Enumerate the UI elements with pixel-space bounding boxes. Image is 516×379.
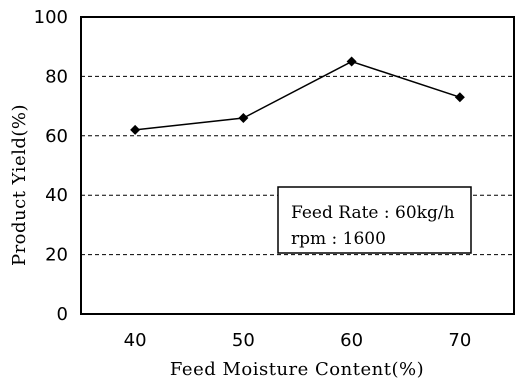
- y-tick-label: 0: [57, 304, 68, 325]
- x-tick-labels: 40 50 60 70: [124, 330, 472, 351]
- y-tick-labels: 0 20 40 60 80 100: [34, 7, 68, 325]
- y-tick-label: 20: [45, 245, 68, 266]
- x-tick-label: 70: [448, 330, 471, 351]
- x-tick-label: 50: [232, 330, 255, 351]
- annotation-frame: [277, 186, 472, 254]
- series-markers: [130, 56, 465, 135]
- plot-frame: [80, 16, 515, 315]
- annotation-line-2: rpm : 1600: [291, 229, 386, 249]
- data-point-marker: [238, 112, 249, 123]
- annotation-box: Feed Rate : 60kg/h rpm : 1600: [277, 186, 472, 254]
- x-axis-title: Feed Moisture Content(%): [170, 359, 424, 379]
- y-tick-label: 80: [45, 66, 68, 87]
- y-tick-label: 100: [34, 7, 68, 28]
- y-tick-label: 60: [45, 126, 68, 147]
- y-axis-title: Product Yield(%): [9, 104, 30, 266]
- y-tick-label: 40: [45, 185, 68, 206]
- data-point-marker: [346, 56, 357, 67]
- data-point-marker: [130, 124, 141, 135]
- data-point-marker: [454, 92, 465, 103]
- x-tick-label: 60: [340, 330, 363, 351]
- x-tick-label: 40: [124, 330, 147, 351]
- annotation-line-1: Feed Rate : 60kg/h: [291, 203, 455, 223]
- series-line: [135, 60, 461, 131]
